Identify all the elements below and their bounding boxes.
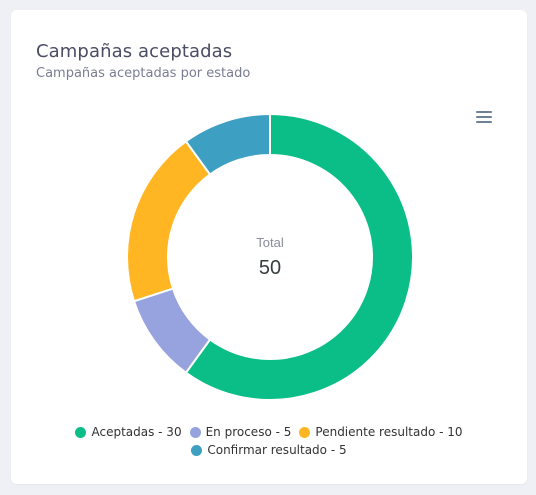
hamburger-menu-icon[interactable] — [473, 108, 495, 126]
legend-label: Aceptadas - 30 — [91, 425, 182, 439]
legend-item-confirmar-resultado[interactable]: Confirmar resultado - 5 — [191, 441, 347, 459]
card-subtitle: Campañas aceptadas por estado — [36, 66, 251, 81]
center-value: 50 — [259, 257, 281, 279]
center-label: Total — [256, 235, 284, 250]
legend-item-aceptadas[interactable]: Aceptadas - 30 — [75, 423, 182, 441]
donut-slices — [126, 112, 414, 401]
legend-marker — [299, 426, 311, 438]
legend-label: Pendiente resultado - 10 — [315, 425, 463, 439]
legend-label: Confirmar resultado - 5 — [207, 443, 347, 457]
menu-line — [476, 111, 492, 113]
legend-item-pendiente-resultado[interactable]: Pendiente resultado - 10 — [299, 423, 463, 441]
slice-confirmar-resultado[interactable] — [184, 112, 271, 176]
slice-pendiente-resultado[interactable] — [126, 139, 212, 303]
legend-marker — [189, 426, 201, 438]
chart-card: Campañas aceptadas Campañas aceptadas po… — [11, 10, 527, 484]
chart-legend: Aceptadas - 30 En proceso - 5 Pendiente re… — [11, 423, 527, 459]
legend-row: Aceptadas - 30 En proceso - 5 Pendiente re… — [11, 423, 527, 441]
card-title: Campañas aceptadas — [36, 41, 233, 62]
legend-marker — [191, 444, 203, 456]
legend-row: Confirmar resultado - 5 — [11, 441, 527, 459]
donut-chart: Total 50 — [126, 112, 414, 401]
legend-item-en-proceso[interactable]: En proceso - 5 — [189, 423, 292, 441]
legend-label: En proceso - 5 — [205, 425, 292, 439]
menu-line — [476, 116, 492, 118]
slice-aceptadas[interactable] — [184, 112, 414, 401]
legend-marker — [75, 426, 87, 438]
menu-line — [476, 121, 492, 123]
